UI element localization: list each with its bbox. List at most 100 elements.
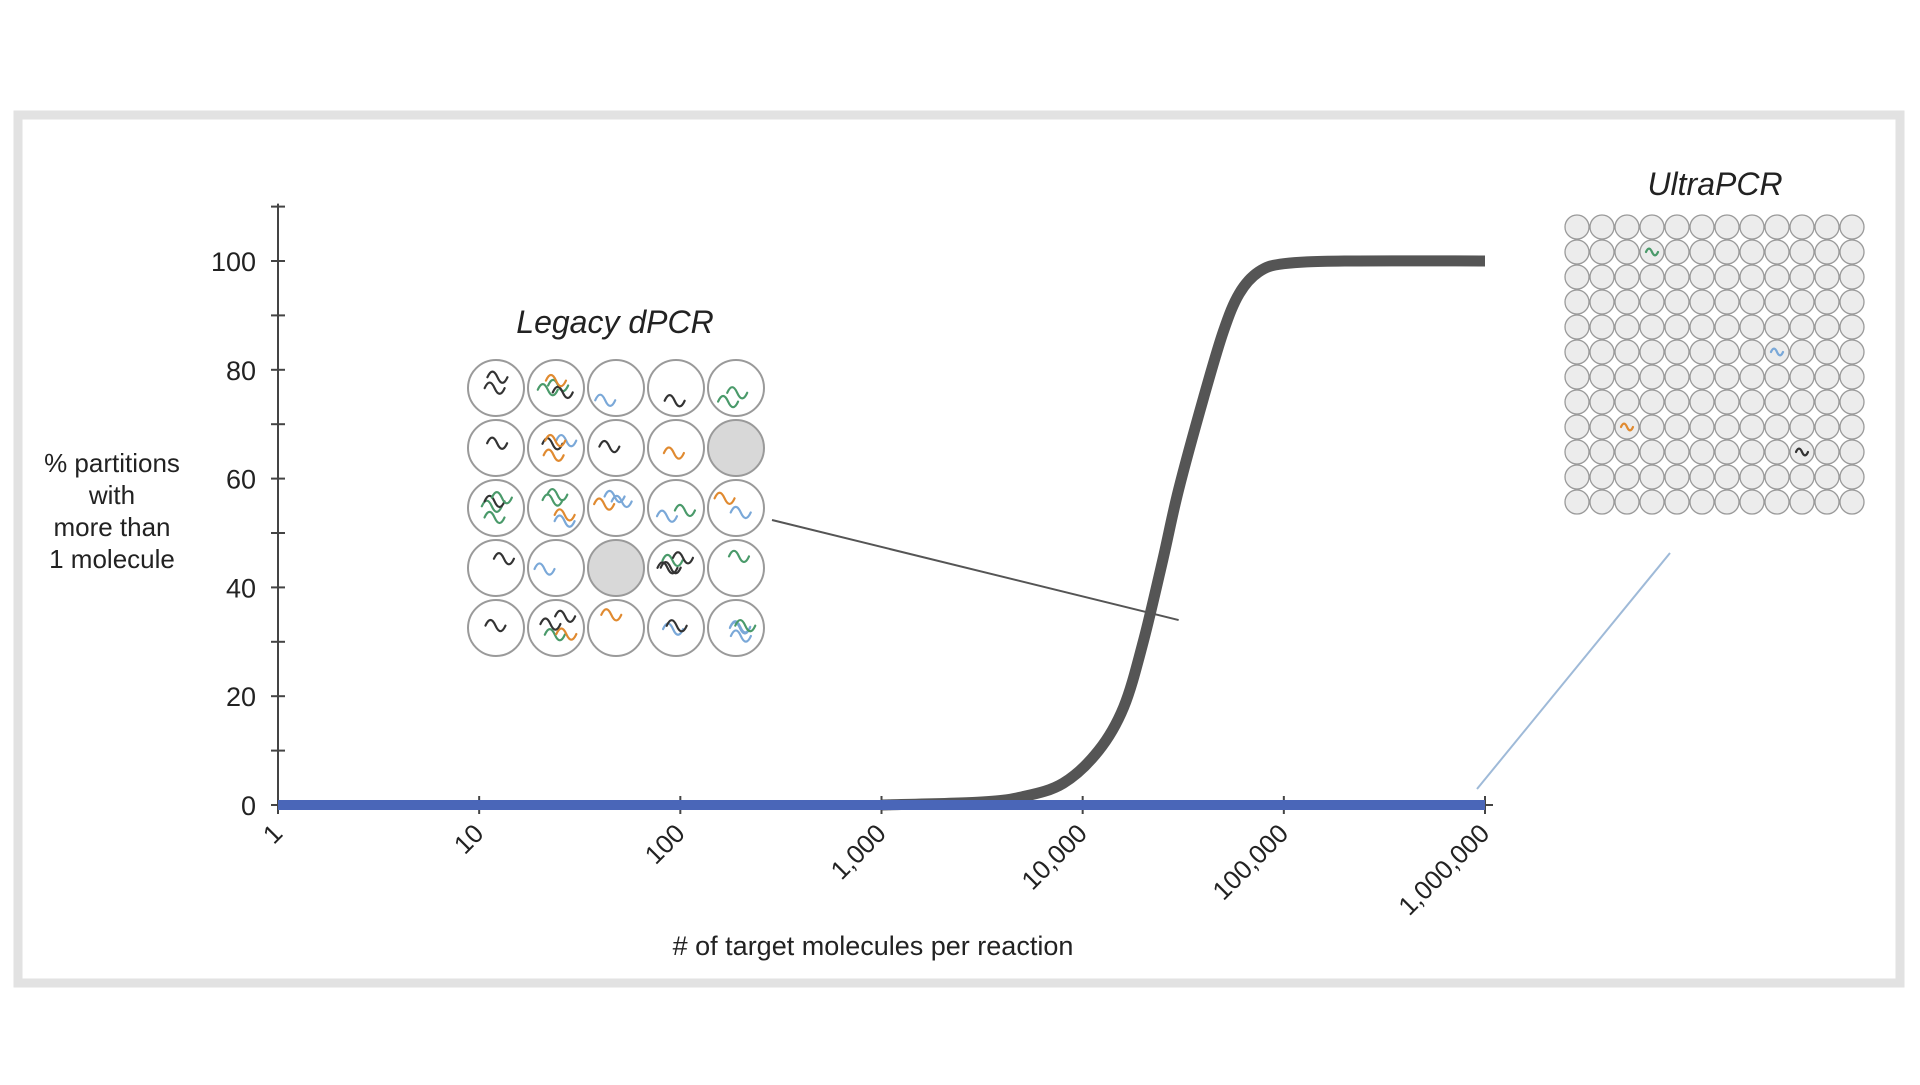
partition <box>1589 239 1615 265</box>
partition <box>1814 389 1840 415</box>
molecule <box>486 370 509 384</box>
molecule <box>483 381 506 395</box>
partition <box>1814 239 1840 265</box>
molecule <box>546 488 569 502</box>
partition <box>1714 214 1740 240</box>
molecule <box>1644 247 1660 257</box>
empty-partition <box>707 419 765 477</box>
partition <box>1814 364 1840 390</box>
partition <box>1614 364 1640 390</box>
partition <box>1564 439 1590 465</box>
partition <box>1589 414 1615 440</box>
partition <box>467 479 525 537</box>
partition <box>1639 339 1665 365</box>
molecule <box>553 508 576 522</box>
y-tick-label: 20 <box>226 682 256 712</box>
y-tick-label: 40 <box>226 573 256 603</box>
partition <box>1689 414 1715 440</box>
partition <box>1739 214 1765 240</box>
partition <box>1564 464 1590 490</box>
molecule <box>665 619 688 633</box>
partition <box>1714 389 1740 415</box>
partition <box>1589 489 1615 515</box>
partition <box>1789 364 1815 390</box>
molecule <box>539 617 562 631</box>
partition <box>1564 314 1590 340</box>
partition <box>1789 389 1815 415</box>
partition <box>1614 289 1640 315</box>
partition <box>1564 264 1590 290</box>
partition <box>1589 289 1615 315</box>
partition <box>1589 214 1615 240</box>
partition <box>1564 414 1590 440</box>
partition <box>647 419 705 477</box>
partition <box>1789 214 1815 240</box>
molecule <box>673 503 697 518</box>
partition <box>1739 264 1765 290</box>
partition <box>1839 414 1865 440</box>
molecule <box>483 494 506 509</box>
partition <box>1839 364 1865 390</box>
partition <box>587 359 645 417</box>
partition <box>1764 414 1790 440</box>
partition <box>1639 314 1665 340</box>
partition <box>1789 314 1815 340</box>
partition <box>1564 364 1590 390</box>
partition <box>1764 264 1790 290</box>
partition <box>707 359 765 417</box>
partition <box>1639 289 1665 315</box>
molecule <box>729 620 752 634</box>
partition <box>1564 489 1590 515</box>
partition <box>1664 439 1690 465</box>
partition <box>1689 339 1715 365</box>
partition <box>587 599 645 657</box>
empty-partition <box>587 539 645 597</box>
partition <box>1714 414 1740 440</box>
partition <box>1689 289 1715 315</box>
legacy-dpcr-leader-line <box>771 519 1179 622</box>
partition <box>1664 289 1690 315</box>
molecule <box>554 609 577 623</box>
molecule <box>1769 347 1785 357</box>
partition <box>1614 214 1640 240</box>
molecule <box>729 629 752 643</box>
partition <box>1614 239 1640 265</box>
partition <box>527 599 585 657</box>
ultrapcr-label: UltraPCR <box>1647 166 1782 202</box>
partition <box>1839 289 1865 315</box>
partition <box>1789 289 1815 315</box>
molecule <box>662 446 685 460</box>
partition <box>1664 464 1690 490</box>
molecule <box>727 549 751 564</box>
partition <box>1764 489 1790 515</box>
molecule <box>603 489 626 504</box>
partition <box>1814 414 1840 440</box>
partition <box>1739 489 1765 515</box>
partition <box>1614 464 1640 490</box>
partition <box>1789 339 1815 365</box>
partition <box>1614 264 1640 290</box>
molecule <box>663 394 686 408</box>
partition <box>1764 289 1790 315</box>
molecule <box>555 627 578 641</box>
partition <box>587 419 645 477</box>
partition <box>1664 364 1690 390</box>
partition <box>1689 314 1715 340</box>
partition <box>1789 239 1815 265</box>
molecule <box>483 510 506 525</box>
partition <box>1764 464 1790 490</box>
partition <box>1814 339 1840 365</box>
partition <box>587 479 645 537</box>
legacy-dpcr-inset: Legacy dPCR <box>467 304 1179 657</box>
partition <box>1739 439 1765 465</box>
partition <box>1564 289 1590 315</box>
partition <box>1739 464 1765 490</box>
partition <box>1714 489 1740 515</box>
partition <box>1789 464 1815 490</box>
molecule <box>594 393 617 407</box>
partition <box>1664 339 1690 365</box>
partition <box>1739 289 1765 315</box>
partition <box>1814 314 1840 340</box>
